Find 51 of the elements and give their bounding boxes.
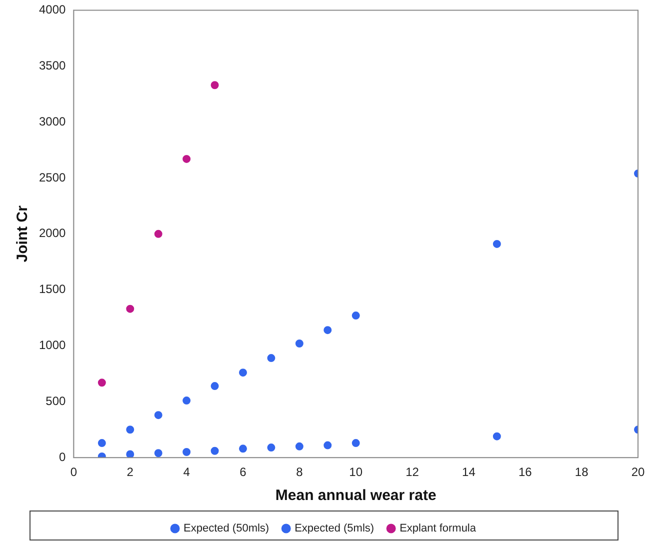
point: [126, 304, 134, 313]
point: [295, 442, 304, 450]
x-tick-label: 14: [462, 465, 476, 480]
y-tick-label: 3000: [38, 114, 66, 128]
y-tick-label: 0: [59, 450, 66, 464]
point: [267, 444, 276, 452]
point: [324, 326, 332, 334]
y-tick-label: 3500: [38, 58, 66, 72]
point: [352, 312, 360, 320]
y-axis-title: Joint Cr: [14, 205, 32, 262]
x-tick-label: 4: [183, 465, 190, 480]
y-tick-label: 500: [46, 394, 66, 408]
point: [154, 449, 162, 458]
y-tick-label: 2000: [38, 226, 66, 240]
y-tick-label: 2500: [38, 170, 66, 184]
point: [182, 448, 191, 456]
point: [154, 411, 162, 420]
legend-label: Expected (5mls): [294, 522, 374, 535]
x-tick-label: 18: [574, 465, 589, 480]
x-tick-label: 20: [631, 465, 645, 480]
point: [126, 450, 134, 458]
point: [98, 439, 106, 448]
point: [182, 154, 191, 163]
x-tick-label: 16: [518, 465, 532, 480]
y-tick-label: 1000: [38, 338, 66, 352]
point: [238, 444, 247, 453]
point: [267, 354, 276, 362]
point: [492, 432, 501, 440]
point: [352, 439, 360, 448]
point: [154, 230, 162, 238]
point: [126, 426, 134, 434]
point: [238, 368, 247, 377]
x-tick-label: 8: [296, 465, 304, 480]
x-axis-title: Mean annual wear rate: [275, 487, 436, 504]
point: [98, 378, 106, 387]
y-tick-label: 4000: [38, 2, 66, 17]
point: [210, 81, 219, 90]
legend-label: Explant formula: [400, 522, 477, 535]
point: [492, 240, 501, 248]
y-tick-label: 1500: [38, 282, 66, 296]
legend-label: Expected (50mls): [184, 522, 270, 535]
x-tick-label: 0: [70, 465, 78, 480]
point: [210, 382, 219, 390]
point: [295, 340, 304, 348]
x-tick-label: 12: [406, 465, 420, 480]
x-tick-label: 10: [349, 465, 363, 480]
point: [324, 441, 332, 450]
point: [182, 396, 191, 405]
x-tick-label: 6: [240, 465, 247, 480]
point: [210, 446, 219, 455]
x-tick-label: 2: [126, 465, 134, 480]
